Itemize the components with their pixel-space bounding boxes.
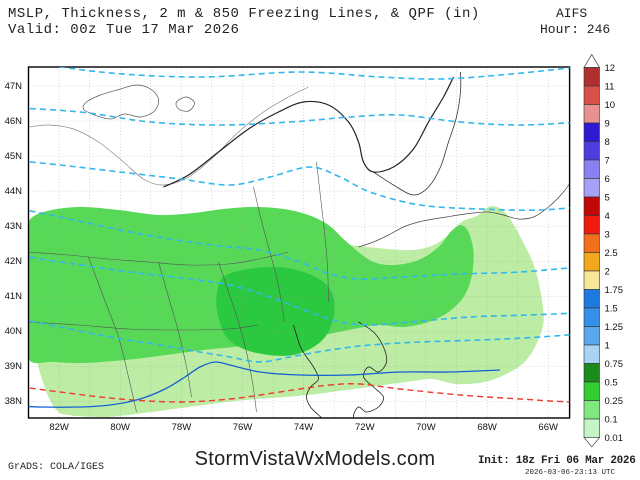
svg-text:4: 4: [605, 211, 610, 222]
svg-text:43N: 43N: [5, 221, 23, 232]
svg-text:7: 7: [605, 156, 610, 167]
svg-text:1.25: 1.25: [605, 322, 624, 333]
svg-text:70W: 70W: [416, 422, 436, 433]
svg-text:0.1: 0.1: [605, 415, 618, 426]
svg-text:0.75: 0.75: [605, 359, 624, 370]
svg-text:41N: 41N: [5, 291, 23, 302]
svg-text:0.5: 0.5: [605, 378, 618, 389]
svg-text:72W: 72W: [355, 422, 375, 433]
svg-text:39N: 39N: [5, 361, 23, 372]
svg-text:76W: 76W: [233, 422, 253, 433]
svg-text:66W: 66W: [538, 422, 558, 433]
svg-text:5: 5: [605, 193, 610, 204]
svg-text:12: 12: [605, 63, 616, 74]
svg-text:68W: 68W: [477, 422, 497, 433]
svg-text:3: 3: [605, 230, 610, 241]
svg-text:0.25: 0.25: [605, 396, 624, 407]
svg-text:11: 11: [605, 82, 615, 93]
svg-text:0.01: 0.01: [605, 433, 624, 444]
svg-text:45N: 45N: [5, 151, 23, 162]
svg-text:2.5: 2.5: [605, 248, 618, 259]
svg-text:6: 6: [605, 174, 610, 185]
svg-text:80W: 80W: [110, 422, 130, 433]
svg-text:9: 9: [605, 119, 610, 130]
svg-text:38N: 38N: [5, 396, 23, 407]
svg-text:78W: 78W: [172, 422, 192, 433]
svg-text:8: 8: [605, 137, 610, 148]
svg-text:74W: 74W: [294, 422, 314, 433]
svg-text:1.75: 1.75: [605, 285, 624, 296]
svg-text:1: 1: [605, 341, 610, 352]
svg-text:47N: 47N: [5, 81, 23, 92]
svg-text:44N: 44N: [5, 186, 23, 197]
svg-text:1.5: 1.5: [605, 304, 618, 315]
svg-text:82W: 82W: [49, 422, 69, 433]
svg-text:46N: 46N: [5, 116, 23, 127]
svg-text:42N: 42N: [5, 256, 23, 267]
svg-text:40N: 40N: [5, 326, 23, 337]
svg-text:2: 2: [605, 267, 610, 278]
svg-text:10: 10: [605, 100, 616, 111]
